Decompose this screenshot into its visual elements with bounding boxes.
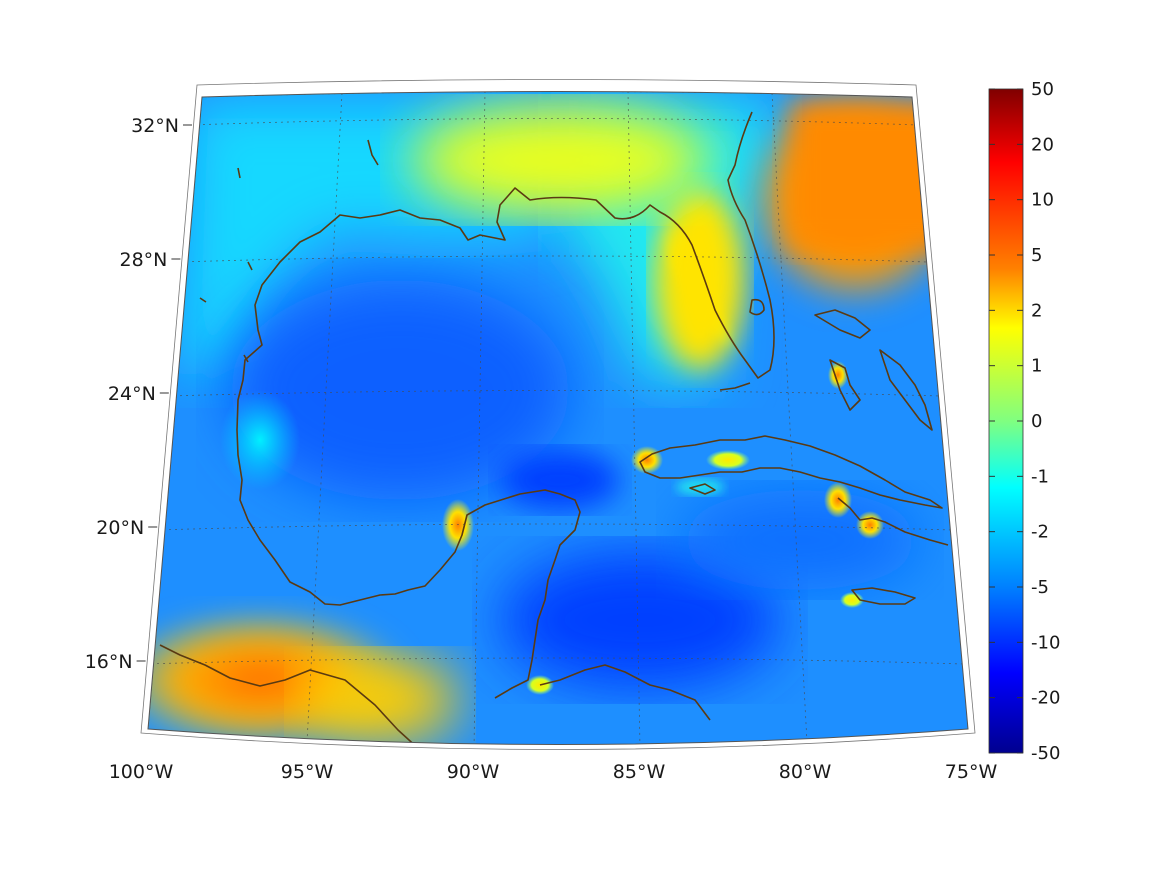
coastline-florida-keys [719,382,751,391]
longitude-label: 100°W [109,761,174,783]
coastline-lake-okeechobee [749,298,765,316]
colorbar-label: 5 [1031,245,1042,266]
coastline-texas-islands [199,139,379,363]
colorbar-label: -5 [1031,577,1049,598]
caribbean-deep-region [500,550,780,690]
latitude-label: 16°N [85,651,133,673]
colorbar-label: -2 [1031,522,1049,543]
latitude-label: 24°N [108,383,156,405]
coastline-bahamas [814,309,933,431]
coastline-hispaniola [837,497,949,546]
latitude-labels: 32°N 28°N 24°N 20°N 16°N [85,115,192,673]
coastline-isle-of-youth [689,483,716,495]
colorbar-label: 10 [1031,190,1054,211]
colorbar-label: 2 [1031,300,1042,321]
latitude-label: 28°N [120,249,168,271]
coastline-jamaica [851,587,916,605]
colorbar-label: 0 [1031,411,1042,432]
data-field [148,91,968,745]
colorbar-label: 20 [1031,134,1054,155]
longitude-label: 95°W [281,761,334,783]
coastlines [159,111,949,745]
map-frame [147,91,969,745]
colorbar-label: -50 [1031,743,1060,764]
colorbar-label: -20 [1031,688,1060,709]
colorbar-label: -10 [1031,632,1060,653]
longitude-labels: 100°W 95°W 90°W 85°W 80°W 75°W [109,761,998,783]
latitude-label: 32°N [131,115,179,137]
coastline-central-america [159,644,421,745]
colorbar-label: 1 [1031,356,1042,377]
longitude-label: 85°W [613,761,666,783]
colorbar-label: -1 [1031,466,1049,487]
longitude-label: 75°W [945,761,998,783]
gulf-deep-region [230,280,570,500]
coastline-gulf-north [236,111,775,699]
coastline-honduras [539,664,711,721]
longitude-label: 90°W [447,761,500,783]
colorbar-label: 50 [1031,79,1054,100]
coastline-cuba [639,435,943,509]
longitude-label: 80°W [779,761,832,783]
latitude-label: 20°N [96,517,144,539]
